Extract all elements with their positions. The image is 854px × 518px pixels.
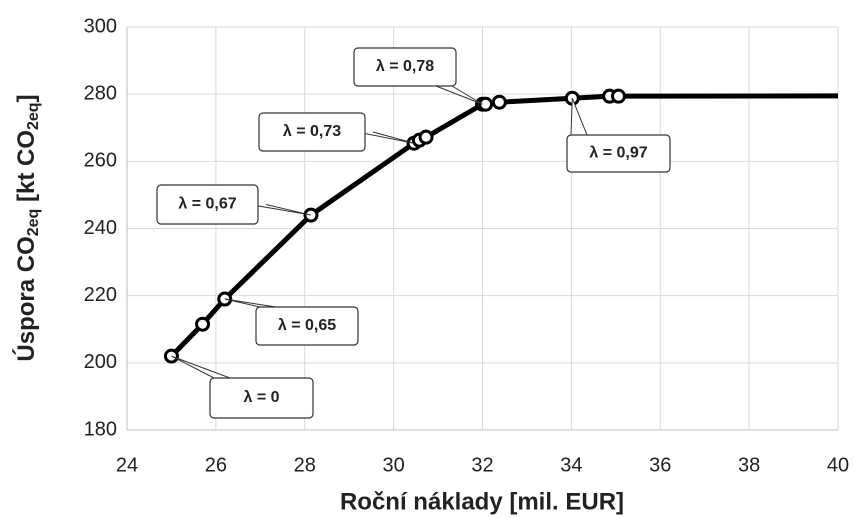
point-marker	[478, 96, 494, 112]
callout-pointer	[224, 298, 277, 308]
y-title-part: [kt CO	[13, 130, 40, 209]
callout-pointer	[570, 98, 588, 136]
y-tick-label: 180	[84, 418, 117, 440]
point-marker	[195, 316, 211, 332]
annotation: λ = 0,97	[589, 145, 647, 162]
x-tick-label: 38	[738, 454, 760, 476]
callout-box	[255, 306, 359, 346]
annotation: λ = 0,65	[278, 317, 336, 334]
callout-pointer	[171, 355, 231, 379]
x-tick-label: 30	[383, 454, 405, 476]
y-title-sub: 2eq	[25, 102, 42, 130]
y-tick-label: 300	[84, 15, 117, 37]
y-tick-label: 220	[84, 284, 117, 306]
annotation: λ = 0,78	[376, 58, 434, 75]
annotation: λ = 0	[243, 389, 279, 406]
callout-pointer	[249, 204, 312, 216]
x-tick-label: 24	[116, 454, 138, 476]
annotation: λ = 0,67	[178, 196, 236, 213]
annotation: λ = 0,73	[283, 123, 341, 140]
point-marker	[610, 88, 626, 104]
y-axis-title: Úspora CO2eq [kt CO2eq]	[12, 94, 42, 361]
y-tick-label: 200	[84, 351, 117, 373]
callout-pointer	[356, 131, 415, 144]
y-title-part: Úspora CO	[12, 236, 40, 361]
y-tick-label: 240	[84, 217, 117, 239]
y-title-sub: 2eq	[25, 209, 42, 237]
callout-box	[156, 184, 259, 225]
callout-box	[353, 47, 457, 87]
point-marker	[418, 129, 434, 145]
callout-pointer	[435, 85, 483, 105]
y-tick-label: 260	[84, 150, 117, 172]
point-marker	[491, 94, 507, 110]
y-tick-label: 280	[84, 82, 117, 104]
x-tick-label: 28	[294, 454, 316, 476]
x-tick-label: 36	[649, 454, 671, 476]
x-axis-title: Roční náklady [mil. EUR]	[340, 488, 624, 515]
x-tick-label: 34	[560, 454, 582, 476]
x-tick-label: 32	[471, 454, 493, 476]
x-tick-label: 40	[827, 454, 849, 476]
callout-box	[209, 377, 314, 419]
x-tick-label: 26	[205, 454, 227, 476]
callout-box	[258, 112, 366, 152]
y-title-part: ]	[13, 94, 40, 102]
callout-box	[566, 134, 671, 173]
